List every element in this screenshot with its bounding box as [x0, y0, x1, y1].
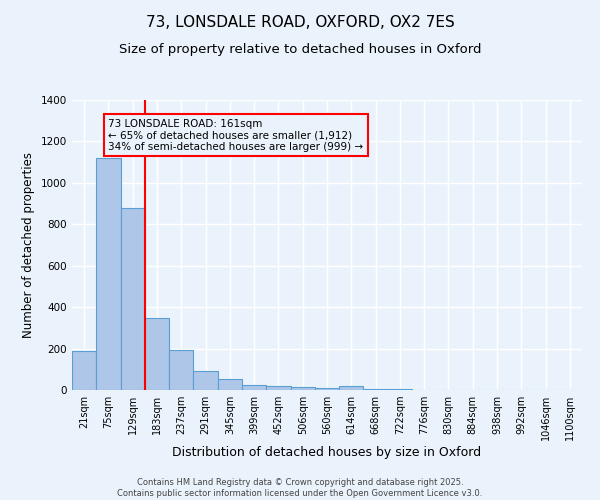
Bar [339, 386, 364, 390]
Bar [121, 208, 145, 390]
Bar [290, 387, 315, 390]
Text: 73 LONSDALE ROAD: 161sqm
← 65% of detached houses are smaller (1,912)
34% of sem: 73 LONSDALE ROAD: 161sqm ← 65% of detach… [109, 118, 364, 152]
X-axis label: Distribution of detached houses by size in Oxford: Distribution of detached houses by size … [172, 446, 482, 458]
Bar [266, 386, 290, 390]
Text: 73, LONSDALE ROAD, OXFORD, OX2 7ES: 73, LONSDALE ROAD, OXFORD, OX2 7ES [146, 15, 454, 30]
Bar [388, 389, 412, 390]
Bar [96, 158, 121, 390]
Y-axis label: Number of detached properties: Number of detached properties [22, 152, 35, 338]
Bar [169, 350, 193, 390]
Bar [72, 350, 96, 390]
Text: Size of property relative to detached houses in Oxford: Size of property relative to detached ho… [119, 42, 481, 56]
Bar [315, 388, 339, 390]
Text: Contains HM Land Registry data © Crown copyright and database right 2025.
Contai: Contains HM Land Registry data © Crown c… [118, 478, 482, 498]
Bar [218, 378, 242, 390]
Bar [145, 318, 169, 390]
Bar [193, 372, 218, 390]
Bar [364, 389, 388, 390]
Bar [242, 385, 266, 390]
